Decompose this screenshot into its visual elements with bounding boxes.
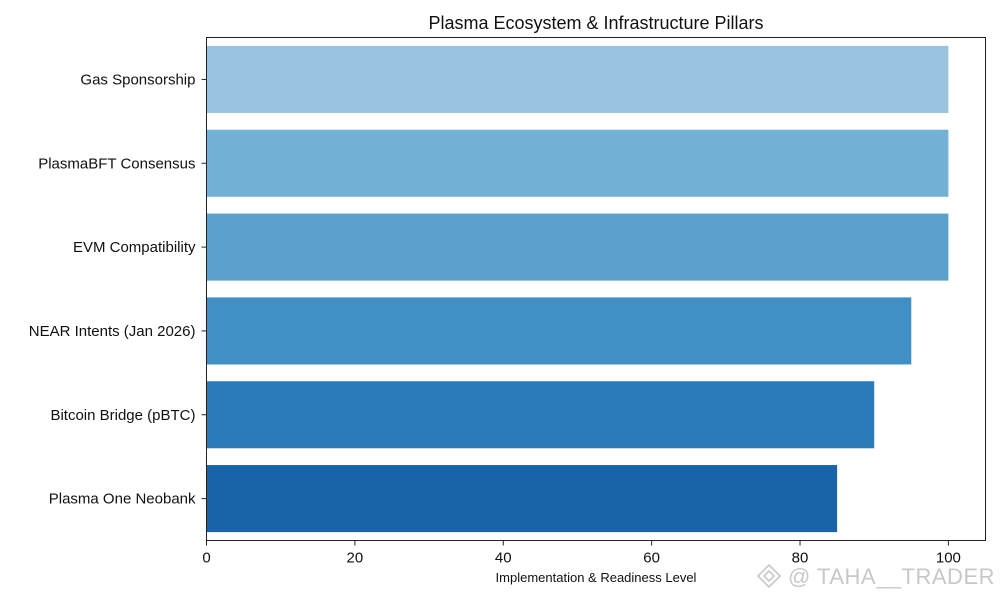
x-axis-ticks: 0 20 40 60 80 100 <box>202 541 961 567</box>
x-tick-label: 60 <box>643 550 660 567</box>
watermark: @ TAHA__TRADER <box>758 564 995 589</box>
category-label: NEAR Intents (Jan 2026) <box>29 323 196 340</box>
category-labels: Gas Sponsorship PlasmaBFT Consensus EVM Co… <box>29 71 207 507</box>
bars-group <box>207 46 949 532</box>
bar-4 <box>207 381 875 448</box>
chart-title: Plasma Ecosystem & Infrastructure Pillar… <box>428 13 763 33</box>
x-tick-label: 40 <box>495 550 512 567</box>
watermark-text: @ TAHA__TRADER <box>788 564 995 589</box>
binance-diamond-icon <box>758 565 780 587</box>
category-label: PlasmaBFT Consensus <box>38 155 195 172</box>
bar-0 <box>207 46 949 113</box>
x-tick-label: 0 <box>202 550 210 567</box>
category-label: Bitcoin Bridge (pBTC) <box>50 407 195 424</box>
x-tick-label: 20 <box>347 550 364 567</box>
category-label: Plasma One Neobank <box>49 491 196 508</box>
category-label: EVM Compatibility <box>73 239 196 256</box>
x-axis-label: Implementation & Readiness Level <box>496 570 697 585</box>
bar-1 <box>207 130 949 197</box>
bar-3 <box>207 297 912 364</box>
bar-5 <box>207 465 838 532</box>
bar-2 <box>207 214 949 281</box>
category-label: Gas Sponsorship <box>80 71 195 88</box>
